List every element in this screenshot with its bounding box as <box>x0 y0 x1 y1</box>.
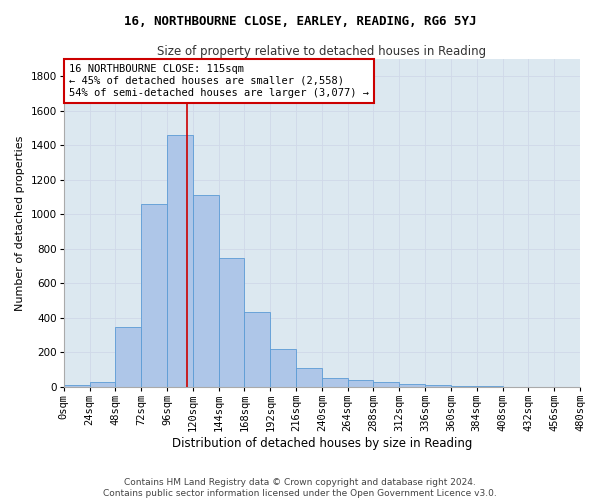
Text: Contains HM Land Registry data © Crown copyright and database right 2024.
Contai: Contains HM Land Registry data © Crown c… <box>103 478 497 498</box>
Bar <box>347 380 373 387</box>
Bar <box>141 204 167 387</box>
Bar <box>64 386 89 387</box>
X-axis label: Distribution of detached houses by size in Reading: Distribution of detached houses by size … <box>172 437 472 450</box>
Bar <box>89 382 115 387</box>
Bar <box>270 349 296 387</box>
Bar <box>244 312 270 387</box>
Bar <box>115 326 141 387</box>
Bar <box>425 386 451 387</box>
Bar <box>477 386 503 387</box>
Text: 16 NORTHBOURNE CLOSE: 115sqm
← 45% of detached houses are smaller (2,558)
54% of: 16 NORTHBOURNE CLOSE: 115sqm ← 45% of de… <box>69 64 369 98</box>
Bar <box>296 368 322 387</box>
Bar <box>167 135 193 387</box>
Text: 16, NORTHBOURNE CLOSE, EARLEY, READING, RG6 5YJ: 16, NORTHBOURNE CLOSE, EARLEY, READING, … <box>124 15 476 28</box>
Bar <box>400 384 425 387</box>
Bar <box>193 196 218 387</box>
Y-axis label: Number of detached properties: Number of detached properties <box>15 136 25 311</box>
Bar <box>451 386 477 387</box>
Title: Size of property relative to detached houses in Reading: Size of property relative to detached ho… <box>157 45 487 58</box>
Bar <box>373 382 400 387</box>
Bar <box>322 378 347 387</box>
Bar <box>218 258 244 387</box>
